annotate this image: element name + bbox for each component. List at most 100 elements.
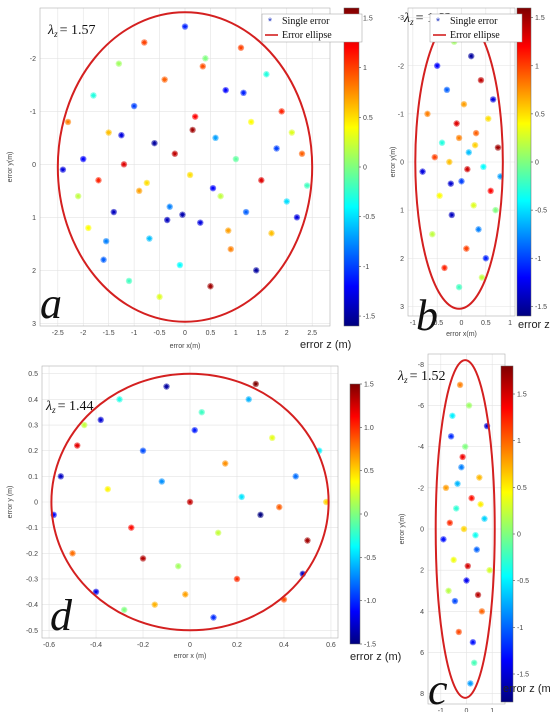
data-point-marker [451, 557, 456, 563]
data-point [471, 659, 478, 667]
x-axis-label: error x (m) [174, 653, 207, 660]
data-point-marker [294, 215, 300, 220]
colorbar-tick-label: 1 [517, 438, 521, 445]
lambda-symbol: λ [397, 369, 404, 384]
data-point [455, 283, 463, 291]
x-tick-label: -0.5 [431, 320, 443, 327]
data-point [481, 515, 488, 522]
panel-letter: b [416, 291, 438, 340]
data-point-marker [198, 220, 203, 225]
x-tick-label: 0 [460, 320, 464, 327]
data-point [459, 453, 466, 461]
data-point [238, 493, 245, 501]
data-point [454, 480, 461, 487]
data-point-marker [215, 530, 221, 535]
data-point-marker [119, 133, 124, 138]
data-point [121, 606, 128, 613]
data-point-marker [439, 140, 445, 145]
data-point [209, 185, 217, 192]
x-tick-label: 0.6 [326, 642, 336, 649]
colorbar-tick-label: -1 [363, 264, 369, 271]
data-point [116, 396, 123, 403]
data-point-marker [469, 495, 474, 501]
data-point [419, 168, 426, 175]
y-tick-label: 2 [400, 256, 404, 263]
data-point-marker [70, 551, 75, 556]
data-point [189, 126, 196, 134]
colorbar-tick-label: 1.5 [364, 382, 374, 389]
colorbar-tick-label: -0.5 [517, 578, 529, 585]
data-point [453, 505, 460, 512]
data-point-marker [476, 227, 481, 232]
x-tick-label: 0 [183, 330, 187, 337]
colorbar-tick-label: 0 [517, 532, 521, 539]
data-point [478, 608, 486, 615]
y-tick-label: 3 [400, 304, 404, 311]
data-point-marker [304, 183, 310, 188]
x-tick-label: -2 [80, 330, 86, 337]
data-point [451, 597, 459, 605]
data-point [292, 473, 299, 480]
y-tick-label: -1 [30, 109, 36, 116]
data-point-marker [140, 556, 146, 561]
data-point-marker [455, 481, 460, 486]
data-point [268, 230, 275, 237]
data-point [429, 230, 436, 238]
data-point-marker [473, 532, 478, 538]
data-point-marker [324, 499, 329, 505]
data-point-marker [484, 423, 490, 429]
data-point [80, 155, 87, 163]
data-point-marker [270, 435, 275, 441]
data-point-marker [223, 87, 228, 93]
data-point [171, 150, 179, 157]
data-point-marker [75, 443, 80, 448]
colorbar-tick-label: 1 [363, 65, 367, 72]
data-point [464, 562, 471, 570]
x-tick-label: -2.5 [52, 330, 64, 337]
data-point-marker [454, 121, 459, 126]
data-point [424, 110, 431, 118]
data-point-marker [190, 127, 195, 133]
data-point-marker [475, 592, 481, 598]
colorbar [343, 7, 360, 327]
data-point-marker [461, 526, 467, 532]
y-axis-label: error y (m) [7, 486, 14, 519]
x-tick-label: -1 [131, 330, 137, 337]
x-axis-label: error x(m) [170, 343, 201, 350]
data-point-marker [486, 116, 491, 121]
data-point-marker [437, 193, 442, 198]
x-tick-label: 0.2 [232, 642, 242, 649]
data-point [455, 134, 463, 142]
data-point [458, 464, 465, 471]
data-point-marker [281, 597, 287, 602]
data-point-marker [147, 236, 152, 241]
x-tick-label: 1.5 [256, 330, 266, 337]
data-point-marker [91, 93, 96, 98]
data-point-marker [183, 592, 188, 597]
data-point [253, 267, 260, 274]
data-point-marker [210, 186, 216, 191]
data-point [240, 89, 247, 97]
data-point-marker [495, 145, 501, 150]
lambda-symbol: λ [47, 23, 54, 38]
legend-entry: Error ellipse [450, 30, 500, 41]
data-point [480, 163, 487, 171]
data-point [463, 245, 470, 252]
data-point-marker [470, 640, 476, 645]
x-tick-label: 1 [234, 330, 238, 337]
data-point [478, 274, 486, 281]
data-point [175, 562, 182, 570]
colorbar-tick-label: -1.0 [364, 598, 376, 605]
y-tick-label: -6 [418, 403, 424, 410]
data-point-marker [75, 193, 81, 199]
data-point-marker [234, 576, 240, 582]
data-point-marker [223, 461, 228, 466]
x-tick-label: -0.4 [90, 642, 102, 649]
data-point-marker [444, 87, 450, 93]
data-point [118, 132, 125, 139]
data-point [449, 412, 456, 419]
data-point-marker [111, 209, 116, 215]
legend-box [429, 13, 523, 43]
colorbar-tick-label: -1.5 [364, 642, 376, 649]
data-point [198, 408, 205, 416]
